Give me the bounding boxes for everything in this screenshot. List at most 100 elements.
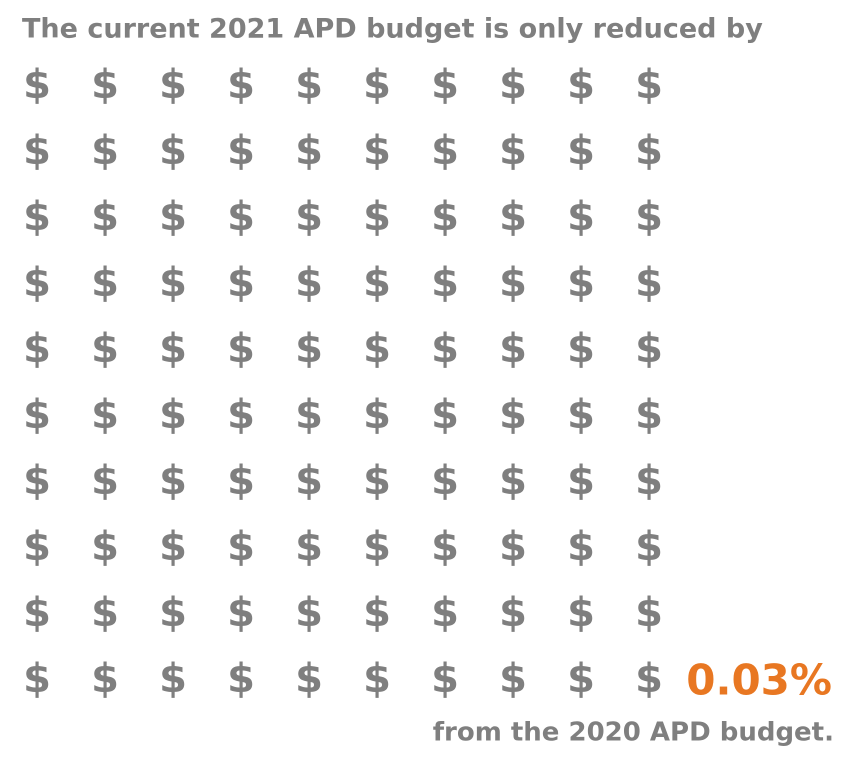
dollar-icon: $ (159, 194, 187, 240)
dollar-icon: $ (635, 524, 663, 570)
dollar-icon: $ (227, 194, 255, 240)
dollar-icon: $ (295, 392, 323, 438)
dollar-icon: $ (431, 62, 459, 108)
dollar-icon: $ (431, 260, 459, 306)
dollar-icon: $ (499, 128, 527, 174)
dollar-icon: $ (635, 590, 663, 636)
dollar-icon: $ (91, 392, 119, 438)
dollar-icon: $ (567, 392, 595, 438)
dollar-icon: $ (159, 590, 187, 636)
value-label: 0.03% (686, 656, 832, 705)
dollar-icon: $ (431, 392, 459, 438)
dollar-icon: $ (635, 392, 663, 438)
dollar-icon: $ (499, 194, 527, 240)
dollar-icon: $ (567, 590, 595, 636)
dollar-icon: $ (635, 656, 663, 702)
dollar-icon: $ (431, 128, 459, 174)
dollar-icon: $ (295, 326, 323, 372)
dollar-icon: $ (499, 458, 527, 504)
dollar-icon: $ (431, 194, 459, 240)
dollar-icon: $ (295, 590, 323, 636)
dollar-icon: $ (227, 392, 255, 438)
dollar-icon: $ (635, 194, 663, 240)
dollar-icon: $ (227, 128, 255, 174)
dollar-icon: $ (431, 326, 459, 372)
dollar-icon: $ (499, 656, 527, 702)
dollar-icon: $ (159, 458, 187, 504)
dollar-icon: $ (23, 392, 51, 438)
dollar-icon: $ (295, 62, 323, 108)
dollar-icon: $ (363, 590, 391, 636)
dollar-icon: $ (227, 590, 255, 636)
dollar-icon: $ (295, 260, 323, 306)
dollar-icon: $ (431, 590, 459, 636)
dollar-icon: $ (91, 458, 119, 504)
dollar-icon: $ (363, 326, 391, 372)
dollar-icon: $ (227, 656, 255, 702)
dollar-icon: $ (635, 260, 663, 306)
dollar-icon: $ (91, 524, 119, 570)
dollar-icon: $ (431, 524, 459, 570)
dollar-icon: $ (499, 326, 527, 372)
dollar-icon: $ (567, 524, 595, 570)
dollar-icon: $ (159, 326, 187, 372)
dollar-icon: $ (567, 656, 595, 702)
dollar-icon: $ (295, 194, 323, 240)
dollar-icon: $ (227, 260, 255, 306)
dollar-icon: $ (159, 392, 187, 438)
dollar-icon: $ (567, 194, 595, 240)
footer: from the 2020 APD budget. (433, 718, 834, 748)
dollar-icon: $ (567, 62, 595, 108)
dollar-icon: $ (23, 326, 51, 372)
dollar-icon: $ (91, 128, 119, 174)
dollar-icon: $ (159, 524, 187, 570)
dollar-icon: $ (363, 260, 391, 306)
dollar-icon: $ (227, 62, 255, 108)
reduced-share: $ (635, 656, 663, 702)
dollar-icon: $ (635, 326, 663, 372)
dollar-icon: $ (567, 326, 595, 372)
dollar-icon: $ (227, 326, 255, 372)
dollar-icon: $ (159, 128, 187, 174)
chart-title: The current 2021 APD budget is only redu… (22, 14, 763, 45)
dollar-icon: $ (499, 590, 527, 636)
dollar-icon: $ (159, 656, 187, 702)
dollar-icon: $ (295, 458, 323, 504)
dollar-icon: $ (499, 524, 527, 570)
dollar-icon: $ (159, 260, 187, 306)
dollar-icon: $ (295, 128, 323, 174)
dollar-icon: $ (23, 260, 51, 306)
dollar-icon: $ (295, 524, 323, 570)
dollar-icon: $ (499, 392, 527, 438)
dollar-icon: $ (295, 656, 323, 702)
dollar-icon: $ (567, 458, 595, 504)
dollar-icon: $ (227, 524, 255, 570)
dollar-icon: $ (159, 62, 187, 108)
dollar-icon: $ (91, 590, 119, 636)
dollar-icon: $ (431, 656, 459, 702)
dollar-icon: $ (363, 392, 391, 438)
dollar-icon: $ (91, 656, 119, 702)
dollar-icon: $ (363, 194, 391, 240)
dollar-icon: $ (91, 194, 119, 240)
dollar-icon: $ (23, 524, 51, 570)
dollar-icon: $ (363, 656, 391, 702)
dollar-icon: $ (23, 458, 51, 504)
dollar-icon: $ (499, 260, 527, 306)
dollar-icon: $ (635, 62, 663, 108)
dollar-icon: $ (499, 62, 527, 108)
dollar-icon: $ (363, 458, 391, 504)
dollar-icon: $ (635, 128, 663, 174)
dollar-icon: $ (363, 62, 391, 108)
dollar-icon: $ (431, 458, 459, 504)
dollar-icon: $ (23, 194, 51, 240)
dollar-icon: $ (567, 128, 595, 174)
dollar-icon: $ (363, 128, 391, 174)
dollar-icon: $ (91, 260, 119, 306)
dollar-icon: $ (23, 656, 51, 702)
dollar-icon: $ (23, 590, 51, 636)
dollar-icon: $ (91, 326, 119, 372)
dollar-icon: $ (227, 458, 255, 504)
